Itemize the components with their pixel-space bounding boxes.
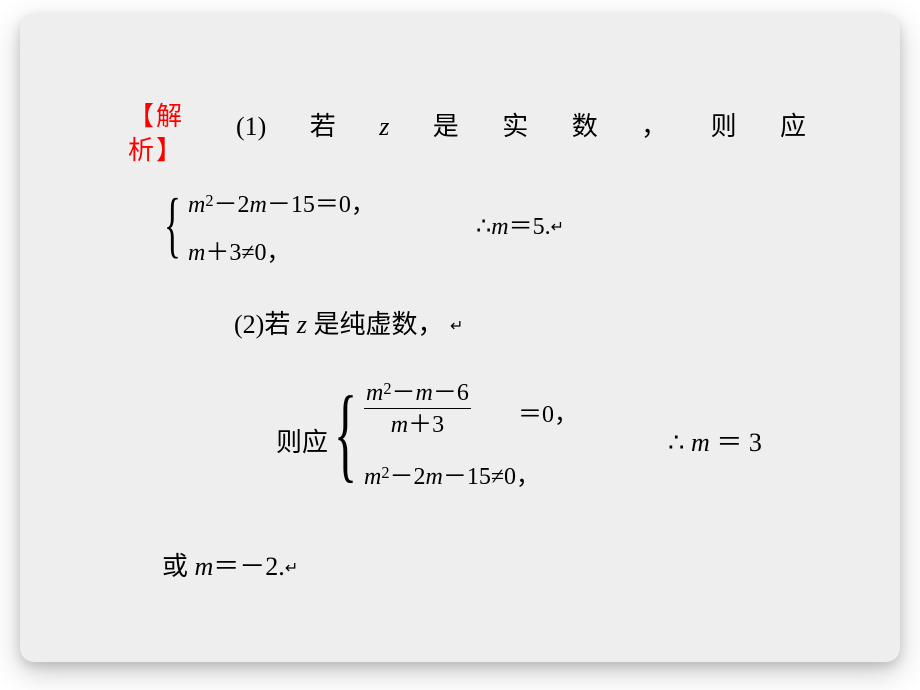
- system1-brace: {: [164, 182, 181, 267]
- p1-token-0: (1): [236, 112, 266, 142]
- paper-card: 【解析】 (1) 若 z 是 实 数 ， 则 应 { m2－2m－15＝0， m…: [20, 14, 900, 662]
- system2-prefix: 则应: [276, 422, 328, 459]
- part1-intro: (1) 若 z 是 实 数 ， 则 应: [236, 112, 806, 142]
- part2-intro: (2)若 z 是纯虚数， ↵: [234, 304, 463, 341]
- hook-mark-3: ↵: [285, 560, 298, 577]
- system1-line1: m2－2m－15＝0，: [188, 184, 375, 219]
- p1-token-1: 若: [310, 112, 336, 142]
- p1-token-5: 数: [572, 112, 598, 142]
- p1-token-8: 应: [780, 112, 806, 142]
- fraction-equals-zero: ＝0，: [518, 394, 578, 429]
- last-line: 或 m＝－2.↵: [162, 546, 298, 583]
- p1-token-6: ，: [641, 112, 667, 142]
- system1-line2: m＋3≠0，: [188, 232, 291, 267]
- fraction-denominator: m＋3: [364, 409, 471, 439]
- p1-token-3: 是: [433, 112, 459, 142]
- system1-therefore: ∴m＝5.↵: [476, 206, 564, 241]
- hook-mark-2: ↵: [450, 318, 463, 335]
- p1-token-7: 则: [711, 112, 737, 142]
- fraction-numerator: m2－m－6: [364, 376, 471, 409]
- p1-token-4: 实: [502, 112, 528, 142]
- system2-fraction: m2－m－6 m＋3: [364, 376, 471, 439]
- stage: 【解析】 (1) 若 z 是 实 数 ， 则 应 { m2－2m－15＝0， m…: [0, 0, 920, 690]
- p1-token-z: z: [379, 112, 389, 142]
- hook-mark-1: ↵: [551, 219, 564, 236]
- system2-line2: m2－2m－15≠0，: [364, 456, 540, 491]
- system2-brace: {: [334, 372, 357, 494]
- analysis-label: 【解析】: [128, 100, 224, 168]
- system2-therefore: ∴ m ＝ 3: [668, 422, 762, 459]
